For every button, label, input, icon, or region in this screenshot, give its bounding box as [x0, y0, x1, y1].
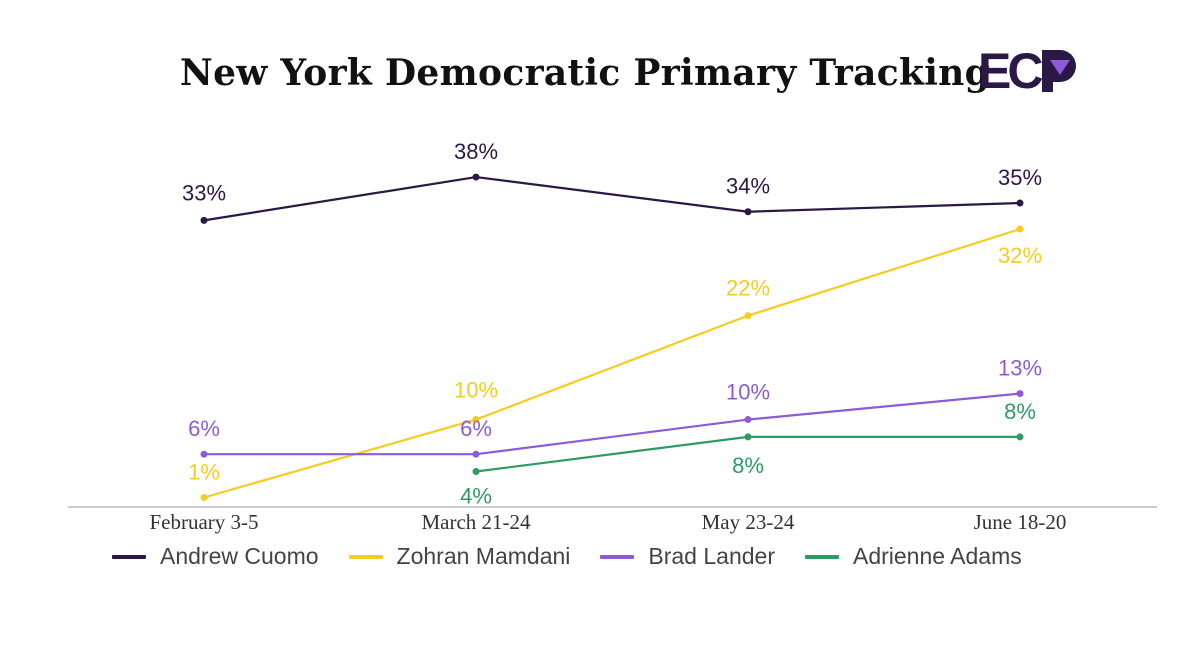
- data-label: 34%: [726, 174, 770, 199]
- data-label: 10%: [726, 380, 770, 405]
- data-label: 35%: [998, 165, 1042, 190]
- legend-item: Zohran Mamdani: [348, 543, 571, 570]
- legend-swatch: [804, 554, 839, 559]
- legend-item: Andrew Cuomo: [112, 543, 319, 570]
- data-label: 32%: [998, 243, 1042, 268]
- legend-label: Adrienne Adams: [852, 543, 1022, 569]
- data-label: 6%: [460, 416, 492, 441]
- data-label: 22%: [726, 276, 770, 301]
- data-point: [472, 416, 480, 424]
- data-label: 10%: [454, 378, 498, 403]
- data-point: [200, 494, 208, 501]
- data-point: [744, 208, 752, 216]
- legend-label: Zohran Mamdani: [396, 543, 571, 569]
- series-line-1: [203, 227, 1021, 499]
- legend-swatch: [348, 554, 383, 559]
- data-label: 33%: [182, 180, 226, 205]
- data-label: 8%: [1004, 399, 1036, 424]
- data-point: [200, 450, 208, 458]
- series-line-0: [203, 175, 1021, 222]
- legend-swatch: [600, 554, 635, 559]
- data-label: 4%: [460, 484, 492, 509]
- data-point: [744, 416, 752, 424]
- data-point: [1016, 225, 1024, 233]
- data-label: 8%: [732, 453, 764, 478]
- data-point: [1016, 390, 1024, 398]
- x-tick-label: February 3-5: [149, 510, 258, 534]
- data-label: 13%: [998, 356, 1042, 381]
- chart-title: New York Democratic Primary Tracking: [179, 52, 991, 94]
- data-point: [200, 216, 208, 224]
- legend: Andrew Cuomo Zohran Mamdani Brad Lander …: [112, 543, 1052, 570]
- series-line-2: [204, 392, 1021, 456]
- legend-swatch: [112, 554, 146, 559]
- data-point: [744, 312, 752, 320]
- legend-label: Andrew Cuomo: [160, 543, 319, 569]
- data-point: [472, 450, 480, 458]
- data-point: [1016, 199, 1024, 207]
- data-point: [472, 468, 480, 476]
- data-label: 1%: [188, 460, 220, 485]
- data-point: [472, 173, 480, 181]
- data-label: 6%: [188, 416, 220, 441]
- legend-item: Brad Lander: [600, 543, 775, 570]
- data-label: 38%: [454, 139, 498, 164]
- ecp-logo: EC: [978, 44, 1076, 94]
- x-tick-label: May 23-24: [702, 510, 795, 534]
- data-point: [1016, 433, 1024, 441]
- svg-text:EC: EC: [978, 44, 1042, 94]
- x-tick-label: March 21-24: [421, 510, 531, 534]
- data-point: [744, 433, 752, 441]
- legend-label: Brad Lander: [648, 543, 775, 569]
- legend-item: Adrienne Adams: [804, 543, 1022, 570]
- x-tick-label: June 18-20: [974, 510, 1067, 534]
